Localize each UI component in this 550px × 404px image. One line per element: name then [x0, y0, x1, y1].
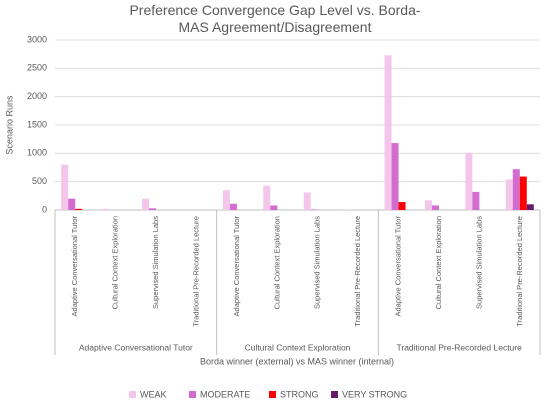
group-label: Cultural Context Exploration: [245, 342, 351, 352]
x-tick-label: Supervised Simulation Labs: [313, 216, 322, 309]
y-tick-label: 500: [32, 176, 47, 186]
bar: [424, 200, 432, 210]
x-tick-label: Adaptive Conversational Tutor: [232, 216, 241, 317]
x-tick-label: Traditional Pre-Recorded Lecture: [353, 216, 362, 327]
x-tick-label: Cultural Context Exploration: [111, 216, 120, 309]
bar: [270, 205, 278, 210]
y-tick-label: 1500: [27, 119, 47, 129]
y-tick-label: 0: [42, 204, 47, 214]
group-label: Traditional Pre-Recorded Lecture: [396, 342, 522, 352]
x-tick-label: Supervised Simulation Labs: [474, 216, 483, 309]
bar: [101, 208, 109, 210]
bar: [398, 202, 406, 210]
bar: [149, 208, 157, 210]
legend-swatch: [189, 391, 196, 398]
bar: [229, 203, 237, 210]
y-axis-title: Scenario Runs: [4, 95, 14, 155]
bar: [505, 179, 513, 210]
legend-label: VERY STRONG: [342, 389, 407, 399]
bar: [384, 55, 392, 210]
group-label: Adaptive Conversational Tutor: [79, 342, 193, 352]
y-tick-label: 2000: [27, 91, 47, 101]
bar: [75, 208, 83, 210]
bar: [303, 192, 311, 210]
bar: [263, 185, 271, 210]
legend-label: WEAK: [140, 389, 167, 399]
legend-swatch: [129, 391, 136, 398]
chart-title: Preference Convergence Gap Level vs. Bor…: [129, 2, 421, 35]
legend-swatch: [331, 391, 338, 398]
bar: [222, 190, 230, 210]
bar: [391, 143, 399, 210]
x-tick-label: Cultural Context Exploration: [272, 216, 281, 309]
bar: [431, 205, 439, 210]
bar: [68, 198, 76, 210]
x-tick-label: Traditional Pre-Recorded Lecture: [191, 216, 200, 327]
y-tick-label: 1000: [27, 148, 47, 158]
bar: [512, 169, 520, 210]
y-tick-label: 2500: [27, 63, 47, 73]
bar: [142, 198, 150, 210]
x-tick-label: Adaptive Conversational Tutor: [394, 216, 403, 317]
bar: [472, 191, 480, 210]
x-tick-label: Traditional Pre-Recorded Lecture: [515, 216, 524, 327]
x-tick-label: Supervised Simulation Labs: [151, 216, 160, 309]
x-tick-label: Adaptive Conversational Tutor: [70, 216, 79, 317]
legend-swatch: [269, 391, 276, 398]
bar: [61, 164, 69, 210]
x-axis-title: Borda winner (external) vs MAS winner (i…: [200, 356, 394, 366]
y-tick-label: 3000: [27, 34, 47, 44]
x-tick-label: Cultural Context Exploration: [434, 216, 443, 309]
bar: [310, 209, 318, 210]
legend-label: MODERATE: [200, 389, 250, 399]
bar: [465, 152, 473, 210]
bar: [526, 204, 534, 210]
bar: [519, 176, 527, 210]
legend-label: STRONG: [280, 389, 319, 399]
bar: [344, 209, 352, 210]
